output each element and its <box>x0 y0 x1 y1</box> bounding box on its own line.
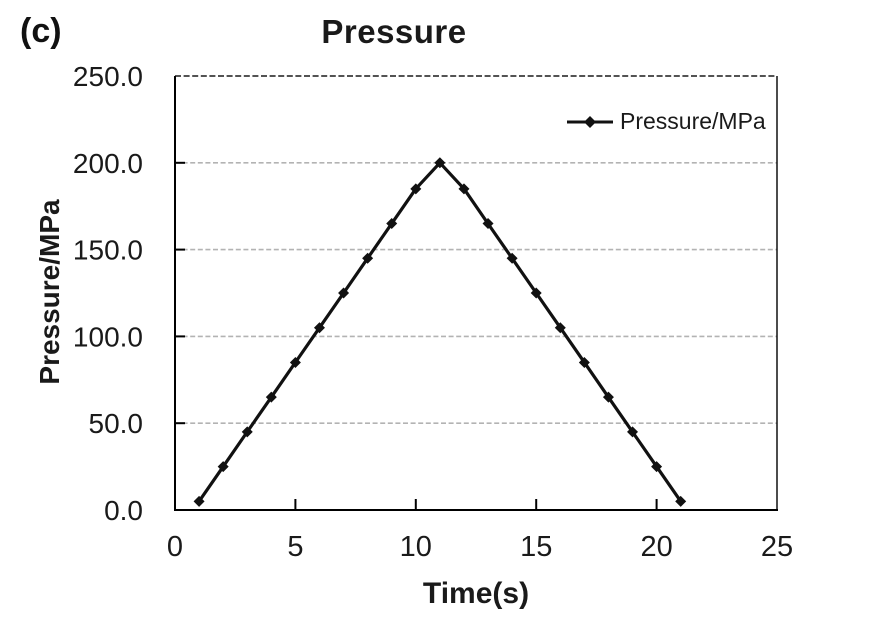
series-marker <box>651 461 663 473</box>
y-tick-label: 100.0 <box>73 321 143 352</box>
series-marker <box>627 426 639 438</box>
series-marker <box>362 252 374 264</box>
series-marker <box>458 183 470 195</box>
series-marker <box>386 218 398 230</box>
series-marker <box>554 322 566 334</box>
x-axis-title: Time(s) <box>422 577 530 610</box>
series-marker <box>675 495 687 507</box>
series-marker <box>506 252 518 264</box>
x-tick-label: 5 <box>287 531 303 563</box>
y-tick-label: 0.0 <box>104 495 143 526</box>
y-tick-label: 250.0 <box>73 61 143 92</box>
series-marker <box>313 322 325 334</box>
series-marker <box>217 461 229 473</box>
series-line <box>197 161 683 503</box>
chart-title: Pressure <box>321 13 467 50</box>
x-tick-label: 15 <box>520 531 552 563</box>
series-marker <box>410 183 422 195</box>
x-tick-label: 25 <box>761 531 793 563</box>
series-marker <box>530 287 542 299</box>
series-marker <box>578 356 590 368</box>
x-tick-label: 20 <box>640 531 672 563</box>
x-tick-label: 10 <box>400 531 432 563</box>
y-tick-label: 200.0 <box>73 148 143 179</box>
series-marker <box>289 356 301 368</box>
series-marker <box>241 426 253 438</box>
series-marker <box>602 391 614 403</box>
series-marker <box>338 287 350 299</box>
series-marker <box>265 391 277 403</box>
y-tick-label: 50.0 <box>89 408 144 439</box>
series-marker <box>482 218 494 230</box>
series-marker <box>193 495 205 507</box>
chart-legend: Pressure/MPa <box>566 108 766 135</box>
legend-marker-icon <box>567 115 613 128</box>
legend-series-label: Pressure/MPa <box>620 108 766 134</box>
x-tick-label: 0 <box>167 531 183 563</box>
figure-label: (c) <box>20 12 62 50</box>
series-marker <box>434 157 446 169</box>
y-tick-label: 150.0 <box>73 235 143 266</box>
